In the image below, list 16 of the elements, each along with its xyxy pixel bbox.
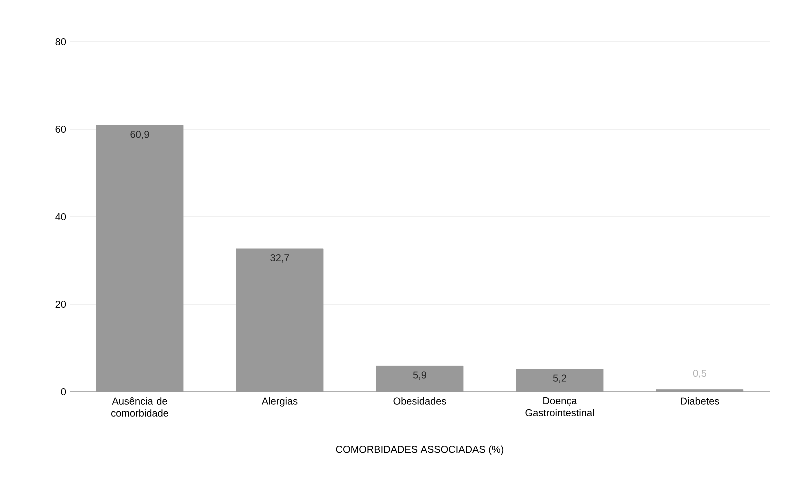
y-tick-label: 40 bbox=[56, 213, 66, 221]
y-tick-label: 80 bbox=[56, 38, 66, 46]
x-tick-label: Doença Gastrointestinal bbox=[526, 398, 594, 417]
y-tick-label: 60 bbox=[56, 126, 66, 134]
x-tick-label: Obesidades bbox=[394, 398, 446, 405]
x-tick-label: Diabetes bbox=[681, 398, 720, 405]
data-label: 60,9 bbox=[130, 131, 150, 140]
y-tick-label: 0 bbox=[61, 388, 66, 396]
x-axis-title: COMORBIDADES ASSOCIADAS (%) bbox=[336, 446, 504, 456]
x-tick-label: Ausência de comorbidade bbox=[112, 398, 168, 417]
data-label: 0,5 bbox=[693, 370, 707, 378]
data-label: 32,7 bbox=[270, 254, 290, 263]
data-label: 5,2 bbox=[553, 374, 566, 384]
data-label: 5,9 bbox=[413, 372, 426, 380]
x-tick-label: Alergias bbox=[262, 398, 298, 407]
y-tick-label: 20 bbox=[56, 300, 66, 308]
